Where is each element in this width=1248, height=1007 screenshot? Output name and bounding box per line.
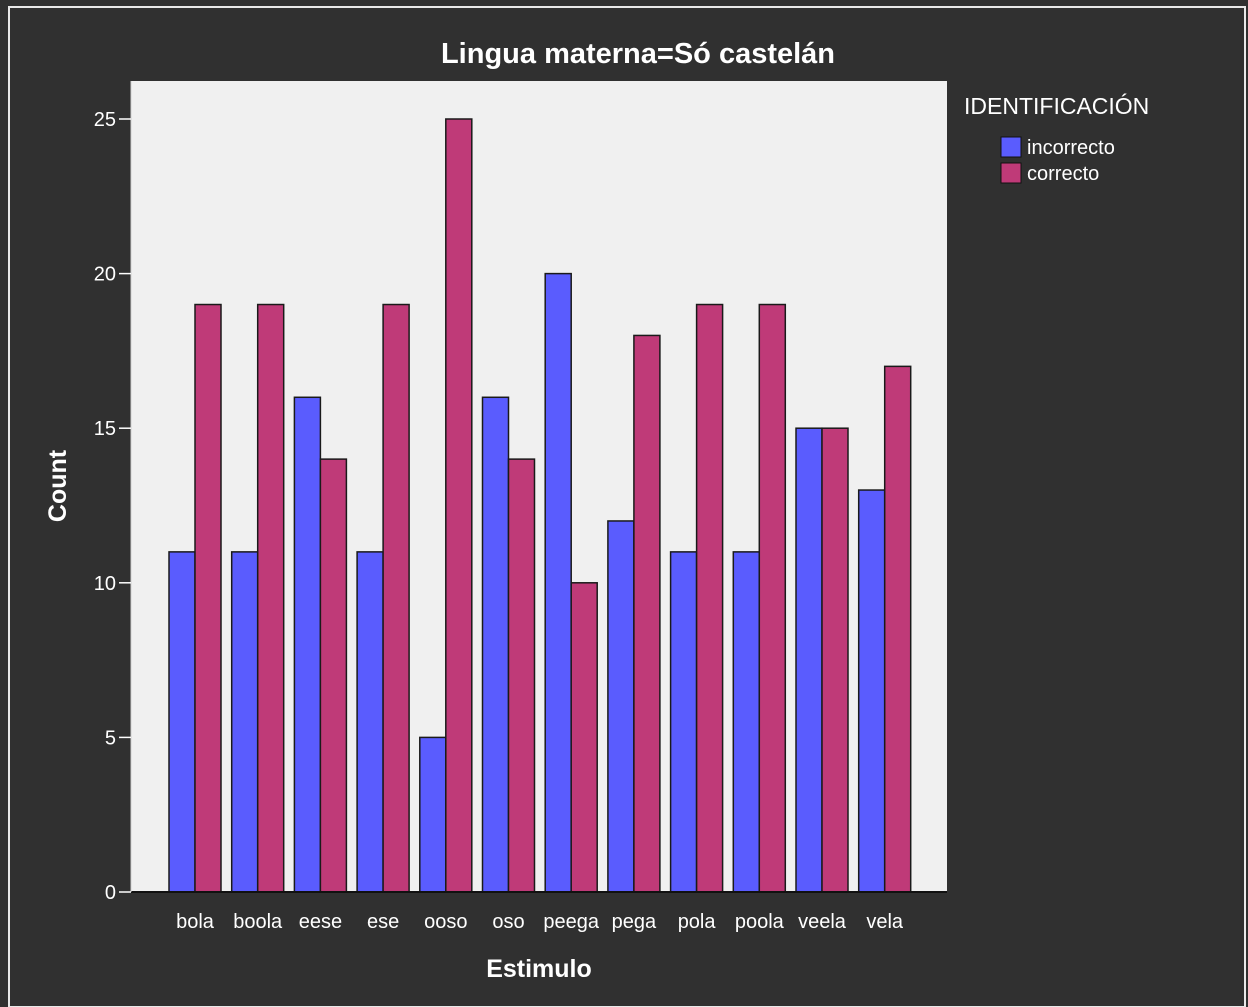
x-tick-label: boola [233, 911, 283, 933]
y-tick-label: 0 [105, 882, 116, 904]
bar-correcto-peega [570, 582, 598, 893]
y-tick-label: 5 [105, 727, 116, 749]
bar-correcto-poola [758, 303, 787, 893]
legend-label-correcto: correcto [1027, 163, 1099, 185]
legend-title: IDENTIFICACIÓN [964, 93, 1149, 119]
bar-incorrecto-pola [669, 551, 698, 893]
bar-correcto-pola [695, 303, 724, 893]
y-axis-label: Count [44, 449, 72, 522]
x-tick-label: eese [299, 911, 342, 933]
bar-incorrecto-ese [356, 551, 384, 893]
y-tick-label: 20 [94, 264, 116, 286]
x-tick-label: vela [866, 911, 904, 933]
x-tick-label: pega [612, 911, 657, 933]
legend-items: incorrecto correcto [1000, 136, 1115, 185]
x-tick-label: veela [798, 911, 847, 933]
legend-label-incorrecto: incorrecto [1027, 137, 1115, 159]
y-tick-label: 25 [94, 109, 116, 131]
bar-incorrecto-ooso [419, 736, 447, 893]
x-tick-label: ese [367, 911, 399, 933]
bar-incorrecto-bola [168, 551, 196, 893]
y-tick-label: 10 [94, 573, 116, 595]
bar-correcto-ooso [445, 118, 473, 893]
x-tick-label: ooso [424, 911, 467, 933]
bar-correcto-ese [382, 303, 410, 893]
x-tick-label: oso [492, 911, 524, 933]
bar-incorrecto-pega [607, 520, 635, 893]
bar-incorrecto-veela [795, 427, 823, 893]
bar-correcto-bola [194, 303, 222, 893]
x-tick-label: bola [176, 911, 215, 933]
bar-incorrecto-poola [732, 551, 761, 893]
bar-incorrecto-peega [544, 272, 572, 893]
bar-correcto-pega [633, 334, 661, 893]
bar-incorrecto-oso [481, 396, 510, 893]
bar-correcto-boola [256, 303, 285, 893]
legend: IDENTIFICACIÓN incorrecto correcto [964, 93, 1149, 185]
outer-border [8, 6, 1246, 1007]
x-tick-label: peega [543, 911, 599, 933]
bar-incorrecto-boola [230, 551, 259, 893]
legend-swatch-correcto [1000, 162, 1022, 184]
y-tick-label: 15 [94, 418, 116, 440]
legend-swatch-incorrecto [1000, 136, 1022, 158]
bar-incorrecto-vela [857, 489, 886, 893]
bar-correcto-oso [507, 458, 536, 893]
x-tick-label: poola [735, 911, 785, 933]
bar-correcto-vela [883, 365, 912, 893]
bar-correcto-veela [821, 427, 849, 893]
x-axis-label: Estimulo [486, 955, 592, 983]
bar-correcto-eese [319, 458, 348, 893]
x-tick-label: pola [678, 911, 717, 933]
bar-incorrecto-eese [293, 396, 322, 893]
chart-title: Lingua materna=Só castelán [441, 38, 835, 70]
axes-group: bola boola eese ese ooso oso peega pega pola pool… [94, 81, 947, 933]
